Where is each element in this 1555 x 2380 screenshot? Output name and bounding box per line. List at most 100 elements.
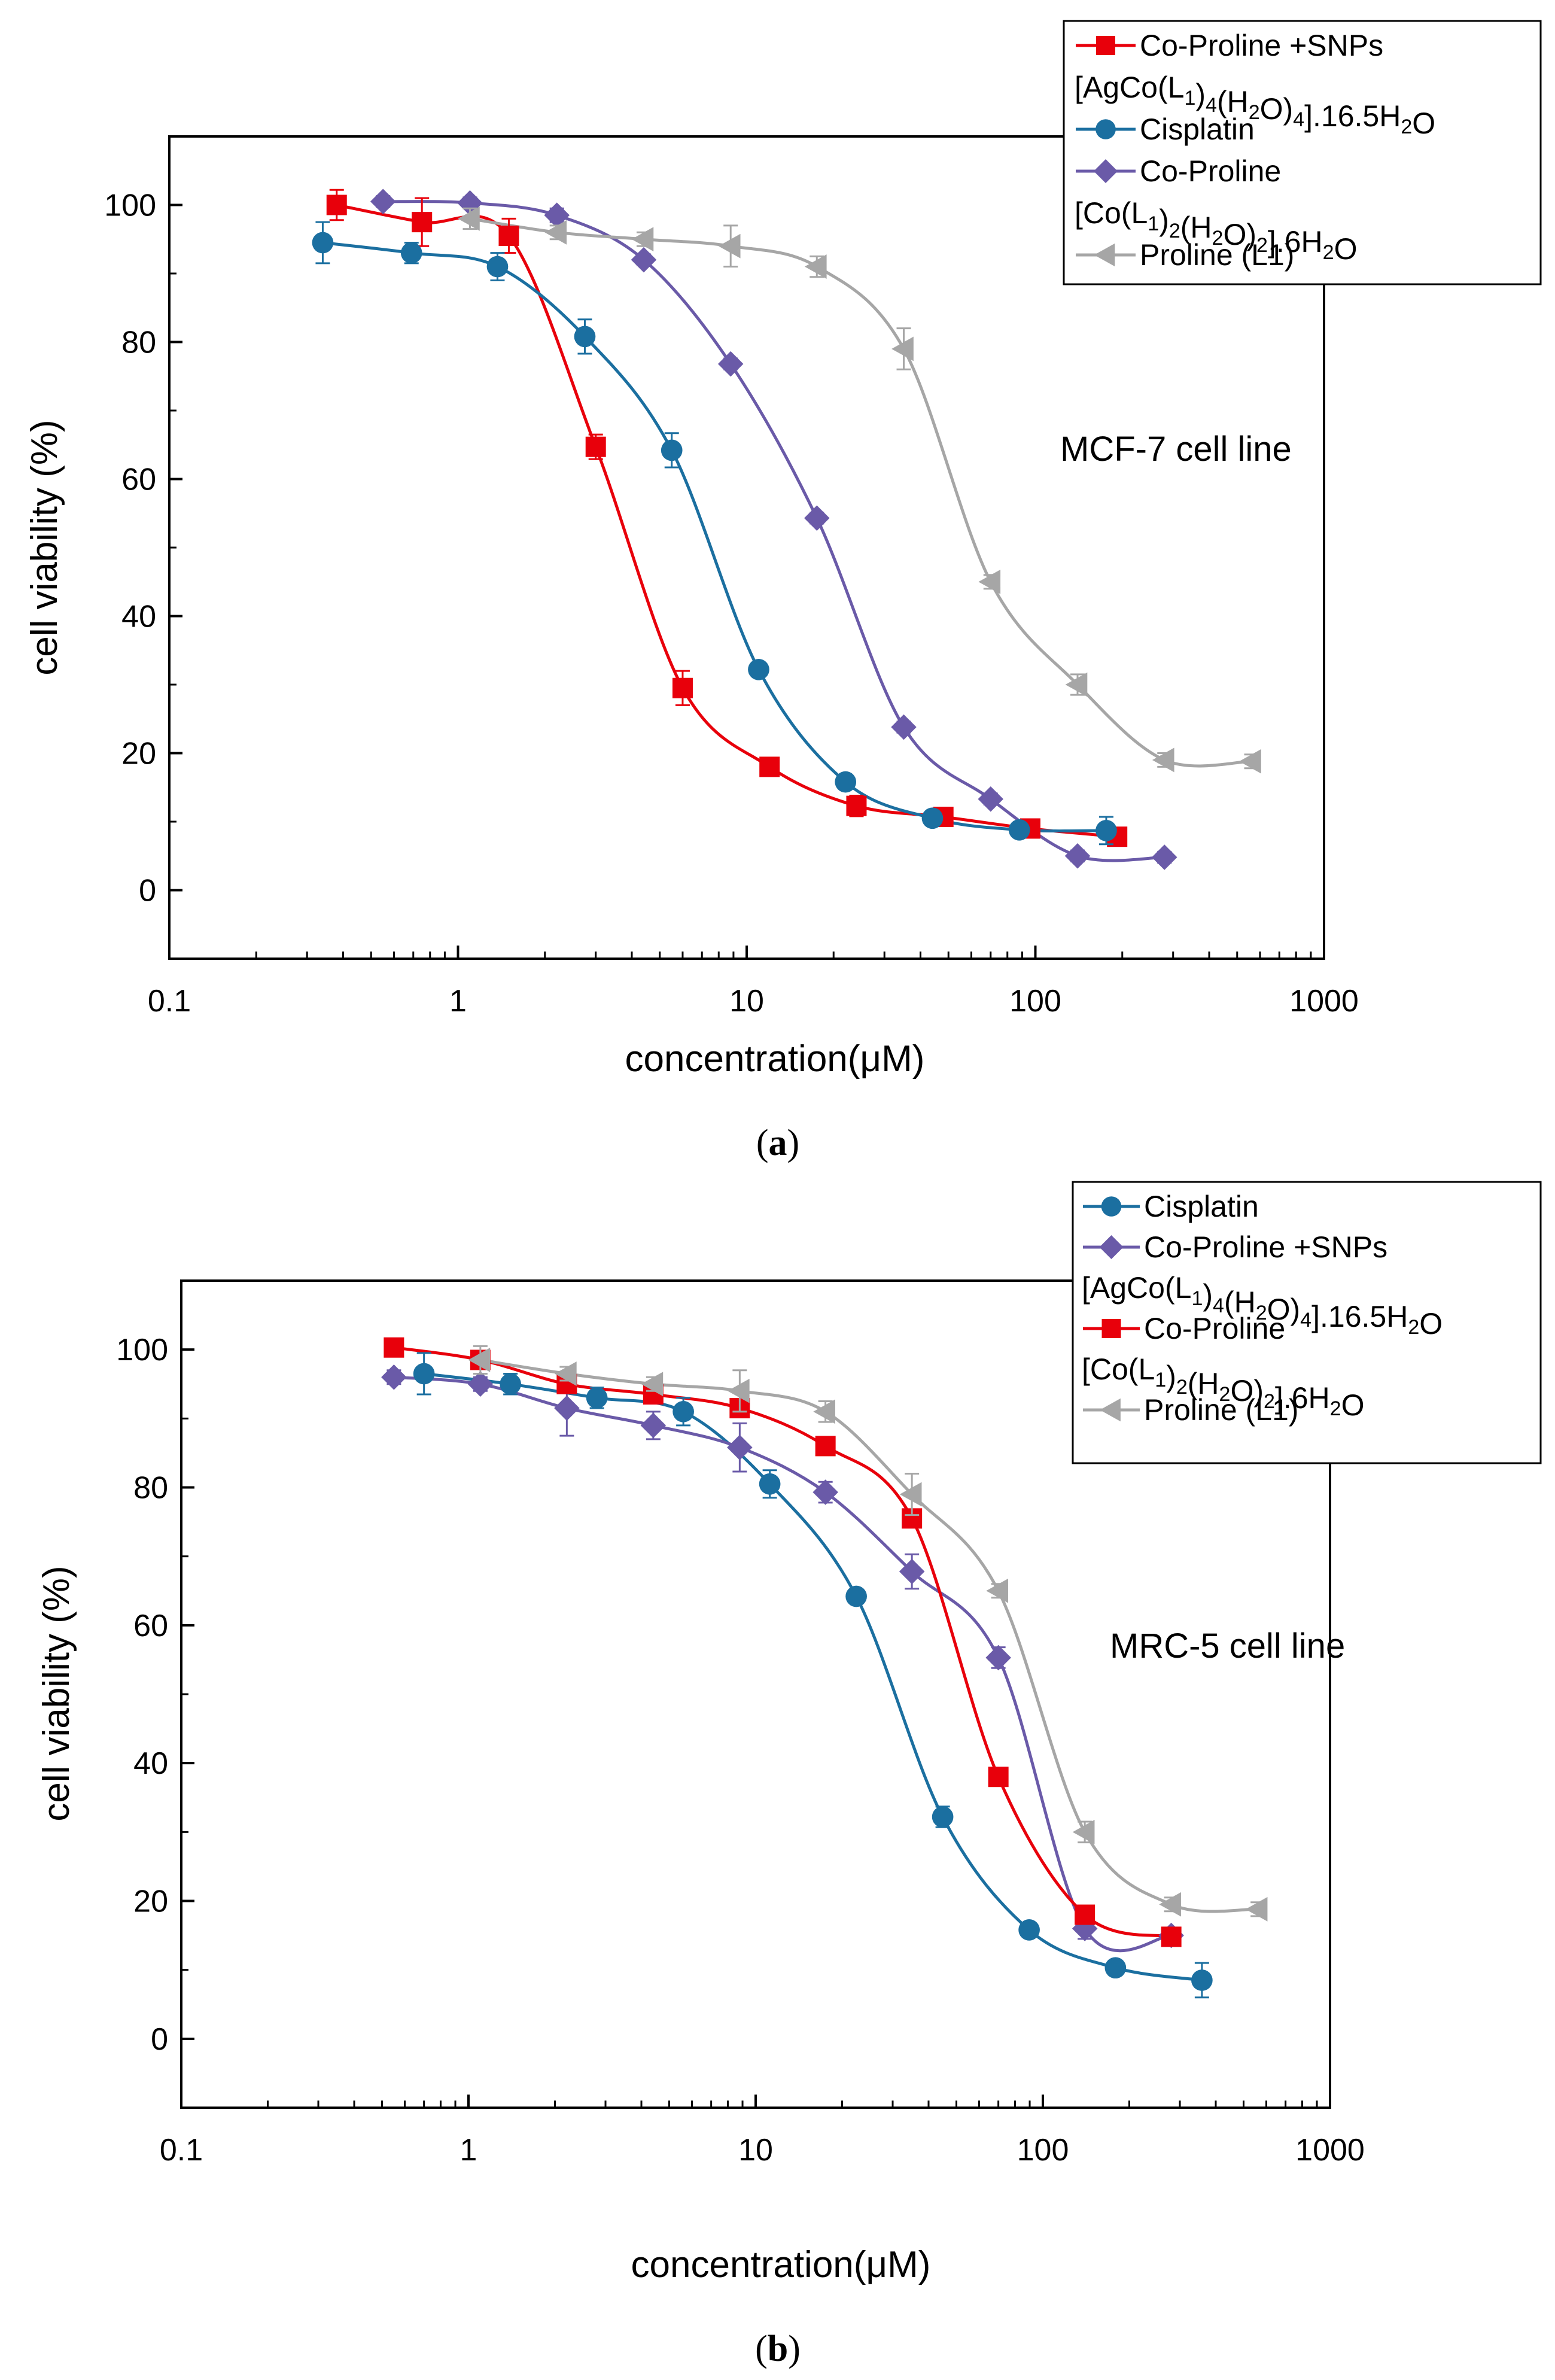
- legend-box: [1072, 1181, 1542, 1464]
- y-tick-label: 80: [133, 1471, 168, 1506]
- x-tick-label: 10: [729, 984, 764, 1019]
- legend-formula: [AgCo(L1)4(H2O)4].16.5H2O: [1082, 1271, 1443, 1341]
- data-point: [370, 189, 396, 215]
- data-point: [544, 202, 570, 228]
- data-point: [585, 436, 606, 457]
- data-point: [985, 1645, 1011, 1671]
- data-point: [1239, 749, 1261, 774]
- data-point: [384, 1337, 404, 1358]
- x-axis-label: concentration(μM): [631, 2244, 931, 2285]
- data-point: [813, 1399, 835, 1424]
- panel-letter: b: [768, 2329, 788, 2369]
- legend-entry: Cisplatin: [1144, 1190, 1259, 1223]
- data-point: [498, 226, 519, 247]
- series-line: [424, 1372, 1203, 1982]
- data-point: [988, 1767, 1009, 1788]
- panel-letter: a: [769, 1123, 787, 1163]
- series-line: [322, 241, 1107, 833]
- data-point: [978, 569, 1001, 594]
- data-point: [986, 1578, 1008, 1603]
- data-point: [845, 1585, 867, 1607]
- legend-entry: Cisplatin: [1140, 113, 1255, 146]
- data-point: [640, 1412, 667, 1439]
- y-tick-label: 40: [121, 600, 156, 634]
- x-tick-label: 100: [1017, 2133, 1069, 2168]
- data-point: [672, 1400, 694, 1422]
- data-point: [717, 351, 744, 377]
- legend-marker: [1099, 1235, 1124, 1259]
- data-point: [759, 756, 780, 777]
- data-point: [1191, 1969, 1213, 1991]
- legend-box: [1063, 20, 1542, 285]
- data-point: [1152, 747, 1174, 773]
- data-point: [1018, 1919, 1040, 1941]
- legend-entry: Co-Proline +SNPs: [1144, 1230, 1387, 1264]
- legend-marker: [1100, 1398, 1121, 1422]
- x-tick-label: 1: [449, 984, 467, 1019]
- x-tick-label: 0.1: [160, 2133, 203, 2168]
- data-point: [554, 1361, 577, 1386]
- data-point: [400, 242, 422, 264]
- series-line: [336, 203, 1118, 838]
- data-point: [891, 714, 917, 740]
- y-axis-label: cell viability (%): [36, 1566, 77, 1821]
- y-tick-label: 80: [121, 326, 156, 360]
- data-point: [631, 247, 657, 273]
- data-point: [718, 233, 741, 259]
- data-point: [727, 1434, 753, 1460]
- panel-label: (a): [756, 1123, 799, 1163]
- x-tick-label: 0.1: [148, 984, 191, 1019]
- panel-a-chart: 0.1 1 10 100 1000 0 20 40 60 80 100 concentration(…: [24, 20, 1542, 1163]
- y-axis-label: cell viability (%): [24, 420, 65, 675]
- data-point: [891, 336, 914, 361]
- data-point: [804, 254, 827, 279]
- data-point: [467, 1371, 494, 1397]
- data-point: [412, 212, 433, 233]
- data-point: [586, 1387, 608, 1409]
- panel-label: (b): [755, 2329, 801, 2369]
- data-point: [1008, 819, 1030, 841]
- data-point: [500, 1373, 521, 1395]
- data-point: [1104, 1957, 1127, 1979]
- series-line: [470, 217, 1252, 768]
- data-point: [1064, 843, 1091, 869]
- data-point: [932, 1806, 954, 1828]
- y-tick-label: 20: [121, 737, 156, 771]
- y-tick-label: 0: [139, 874, 156, 908]
- legend: Cisplatin Co-Proline +SNPs [AgCo(L1)4(H2O)…: [1072, 1181, 1542, 1464]
- x-tick-label: 1000: [1289, 984, 1359, 1019]
- legend-formula: [Co(L1)2(H2O)2].6H2O: [1082, 1352, 1364, 1422]
- data-point: [631, 227, 654, 252]
- y-tick-label: 100: [116, 1333, 168, 1367]
- y-tick-label: 60: [121, 463, 156, 497]
- data-point: [458, 206, 480, 231]
- cell-line-annotation: MRC-5 cell line: [1110, 1627, 1345, 1665]
- data-point: [1159, 1892, 1181, 1917]
- x-tick-label: 10: [738, 2133, 773, 2168]
- data-point: [1072, 1819, 1095, 1844]
- legend-entry: Proline (L1): [1144, 1393, 1298, 1427]
- legend-formula: [Co(L1)2(H2O)2].6H2O: [1075, 196, 1357, 266]
- legend-formula: [AgCo(L1)4(H2O)4].16.5H2O: [1075, 71, 1435, 140]
- data-point: [381, 1364, 407, 1390]
- data-point: [1065, 672, 1088, 697]
- series-line: [394, 1375, 1171, 1953]
- data-point: [899, 1558, 925, 1585]
- data-point: [804, 505, 830, 531]
- series-line: [480, 1358, 1258, 1913]
- data-point: [574, 326, 596, 348]
- data-point: [815, 1436, 836, 1457]
- data-point: [641, 1372, 664, 1397]
- x-tick-label: 1: [460, 2133, 477, 2168]
- legend-entry: Co-Proline: [1140, 154, 1281, 188]
- data-point: [1075, 1904, 1096, 1925]
- y-tick-label: 0: [151, 2022, 168, 2057]
- y-tick-label: 100: [104, 189, 156, 223]
- data-point: [748, 658, 769, 680]
- legend-marker: [1094, 243, 1115, 267]
- legend-marker: [1101, 1196, 1122, 1217]
- data-point: [1245, 1896, 1268, 1922]
- data-point: [978, 786, 1004, 812]
- data-point: [1152, 844, 1177, 870]
- legend-entry: Proline (L1): [1140, 238, 1294, 272]
